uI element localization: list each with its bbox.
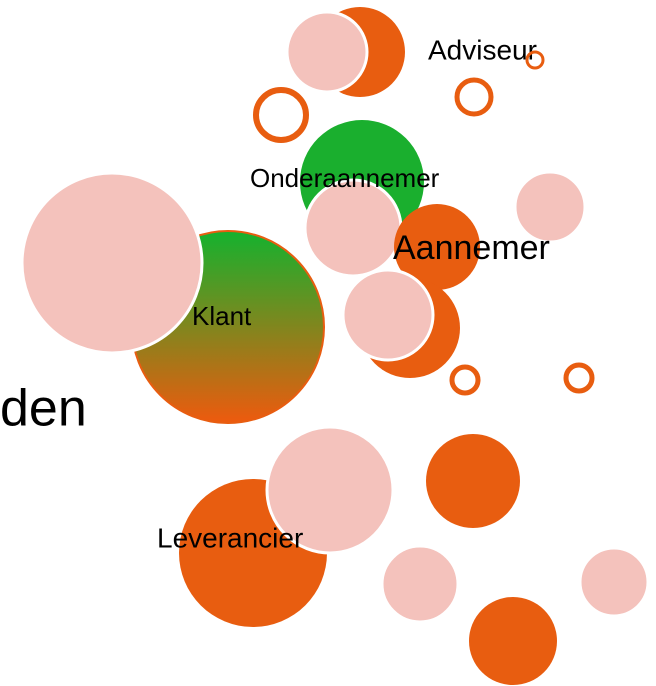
circle bbox=[513, 170, 587, 244]
label-onderaannemer: Onderaannemer bbox=[250, 163, 440, 193]
ring bbox=[525, 50, 545, 70]
circle bbox=[426, 434, 520, 528]
ring bbox=[563, 362, 595, 394]
circle bbox=[285, 10, 369, 94]
circle bbox=[341, 268, 435, 362]
circle bbox=[265, 425, 395, 555]
label-aannemer: Aannemer bbox=[393, 229, 550, 267]
ring bbox=[449, 364, 481, 396]
partial-text: den bbox=[0, 380, 87, 438]
circle bbox=[394, 204, 480, 290]
circle bbox=[380, 544, 460, 624]
label-adviseur: Adviseur bbox=[428, 34, 537, 65]
label-klant: Klant bbox=[192, 301, 252, 331]
circle bbox=[303, 178, 403, 278]
label-leverancier: Leverancier bbox=[157, 522, 303, 553]
ring bbox=[454, 77, 494, 117]
circle bbox=[20, 171, 204, 355]
circle bbox=[469, 597, 557, 685]
circle bbox=[578, 546, 650, 618]
ring bbox=[253, 87, 309, 143]
